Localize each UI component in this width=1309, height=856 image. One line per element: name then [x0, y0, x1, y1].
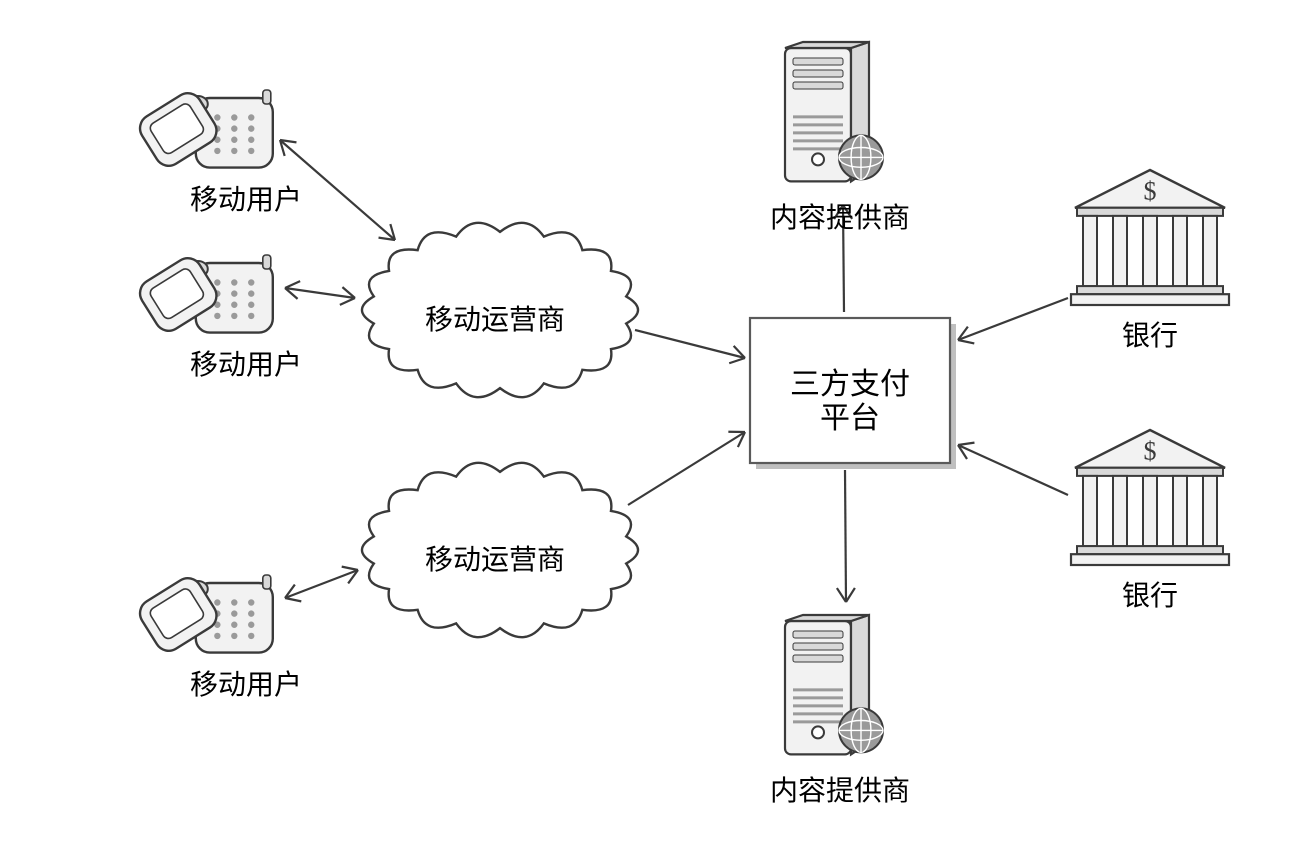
- cloud2-label: 移动运营商: [425, 538, 565, 578]
- server1-label: 内容提供商: [770, 196, 910, 236]
- flip-phone-icon: [135, 88, 273, 171]
- edge: [285, 288, 355, 298]
- phone2-label: 移动用户: [190, 343, 302, 383]
- arrowhead-icon: [379, 224, 395, 240]
- nodes-layer: $$: [0, 0, 1309, 856]
- arrowhead-icon: [340, 287, 355, 305]
- svg-text:$: $: [1144, 437, 1157, 466]
- arrowhead-icon: [729, 346, 745, 363]
- edge: [958, 445, 1068, 495]
- svg-text:$: $: [1144, 177, 1157, 206]
- arrowhead-icon: [958, 327, 974, 344]
- phone1-label: 移动用户: [190, 178, 302, 218]
- arrowhead-icon: [728, 432, 745, 447]
- bank1-label: 银行: [1122, 314, 1178, 354]
- phone3-label: 移动用户: [190, 663, 302, 703]
- server-icon: [785, 615, 883, 754]
- edge: [285, 570, 358, 598]
- flip-phone-icon: [135, 253, 273, 336]
- arrowhead-icon: [285, 281, 300, 299]
- server2-label: 内容提供商: [770, 769, 910, 809]
- edge: [628, 432, 745, 505]
- cloud1-label: 移动运营商: [425, 298, 565, 338]
- arrowhead-icon: [342, 567, 358, 584]
- diagram-canvas: $$ 移动用户 移动用户 移动用户 移动运营商 移动运营商 内容提供商 内容提供…: [0, 0, 1309, 856]
- edge: [958, 298, 1068, 340]
- arrowhead-icon: [280, 140, 296, 156]
- edges-layer: [0, 0, 1309, 856]
- flip-phone-icon: [135, 573, 273, 656]
- edge: [845, 470, 846, 602]
- platform-label-line2: 平台: [790, 393, 910, 437]
- arrowhead-icon: [837, 588, 855, 602]
- bank-icon: $: [1071, 170, 1229, 305]
- bank-icon: $: [1071, 430, 1229, 565]
- bank2-label: 银行: [1122, 574, 1178, 614]
- edge: [635, 330, 745, 358]
- arrowhead-icon: [285, 585, 301, 602]
- server-icon: [785, 42, 883, 181]
- arrowhead-icon: [958, 443, 974, 459]
